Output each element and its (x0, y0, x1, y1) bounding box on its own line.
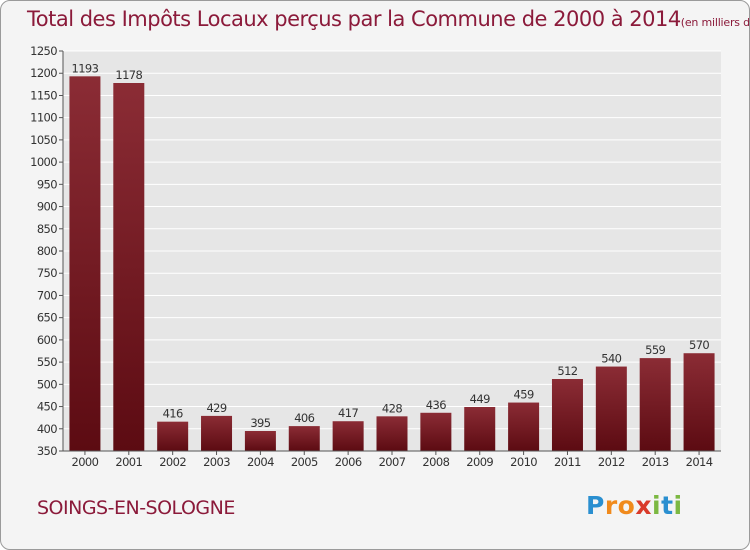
y-tick-label: 1000 (30, 155, 57, 169)
bar (464, 407, 496, 451)
y-tick-label: 1150 (30, 88, 57, 102)
x-tick-label: 2001 (115, 455, 142, 469)
y-tick-label: 800 (37, 244, 57, 258)
data-label: 570 (689, 338, 709, 352)
bar (157, 421, 189, 451)
y-tick-label: 650 (37, 311, 57, 325)
y-tick-label: 950 (37, 177, 57, 191)
data-label: 406 (294, 411, 314, 425)
x-tick-label: 2014 (686, 455, 713, 469)
logo-letter: o (617, 491, 636, 520)
chart-title: Total des Impôts Locaux perçus par la Co… (27, 7, 750, 31)
x-tick-label: 2003 (203, 455, 230, 469)
logo-letter: t (661, 491, 674, 520)
x-tick-label: 2006 (335, 455, 362, 469)
x-tick-label: 2011 (554, 455, 581, 469)
bar (113, 83, 145, 451)
bar (595, 366, 627, 451)
logo-letter: i (652, 491, 662, 520)
y-tick-label: 700 (37, 288, 57, 302)
data-label: 1193 (71, 61, 98, 75)
y-tick-label: 850 (37, 222, 57, 236)
y-tick-label: 400 (37, 422, 57, 436)
y-tick-label: 900 (37, 200, 57, 214)
data-label: 512 (557, 364, 577, 378)
y-tick-label: 450 (37, 400, 57, 414)
bar (639, 358, 671, 451)
y-tick-label: 750 (37, 266, 57, 280)
data-label: 436 (426, 398, 446, 412)
y-tick-label: 500 (37, 377, 57, 391)
data-label: 540 (601, 352, 621, 366)
proxiti-logo: Proxiti (586, 491, 683, 520)
x-tick-label: 2012 (598, 455, 625, 469)
commune-name: SOINGS-EN-SOLOGNE (37, 497, 235, 519)
logo-letter: i (673, 491, 683, 520)
logo-letter: x (635, 491, 652, 520)
logo-letter: P (586, 491, 605, 520)
data-label: 429 (206, 401, 226, 415)
y-tick-label: 1250 (30, 44, 57, 58)
x-tick-label: 2007 (379, 455, 406, 469)
y-tick-label: 1100 (30, 111, 57, 125)
x-tick-label: 2013 (642, 455, 669, 469)
chart-title-unit: (en milliers d'€) (680, 16, 750, 29)
x-tick-label: 2000 (71, 455, 98, 469)
bar (551, 379, 583, 451)
data-label: 428 (382, 401, 402, 415)
data-label: 1178 (115, 68, 142, 82)
y-tick-label: 350 (37, 444, 57, 458)
data-label: 417 (338, 406, 358, 420)
x-tick-label: 2002 (159, 455, 186, 469)
bar (69, 76, 101, 451)
data-label: 459 (514, 388, 534, 402)
data-label: 449 (470, 392, 490, 406)
x-tick-label: 2004 (247, 455, 274, 469)
x-tick-label: 2009 (466, 455, 493, 469)
bar (288, 426, 320, 451)
y-tick-label: 550 (37, 355, 57, 369)
bar (683, 353, 715, 451)
bar (420, 412, 452, 451)
y-tick-label: 1050 (30, 133, 57, 147)
bar (376, 416, 408, 451)
logo-letter: r (604, 491, 618, 520)
data-label: 559 (645, 343, 665, 357)
data-label: 416 (163, 407, 183, 421)
x-tick-label: 2010 (510, 455, 537, 469)
data-label: 395 (250, 416, 270, 430)
x-tick-label: 2008 (422, 455, 449, 469)
bar (244, 431, 276, 451)
y-tick-label: 1200 (30, 66, 57, 80)
x-tick-label: 2005 (291, 455, 318, 469)
bar (332, 421, 364, 451)
bar (508, 402, 540, 451)
chart-title-main: Total des Impôts Locaux perçus par la Co… (27, 7, 681, 31)
y-tick-label: 600 (37, 333, 57, 347)
bar (201, 415, 233, 451)
